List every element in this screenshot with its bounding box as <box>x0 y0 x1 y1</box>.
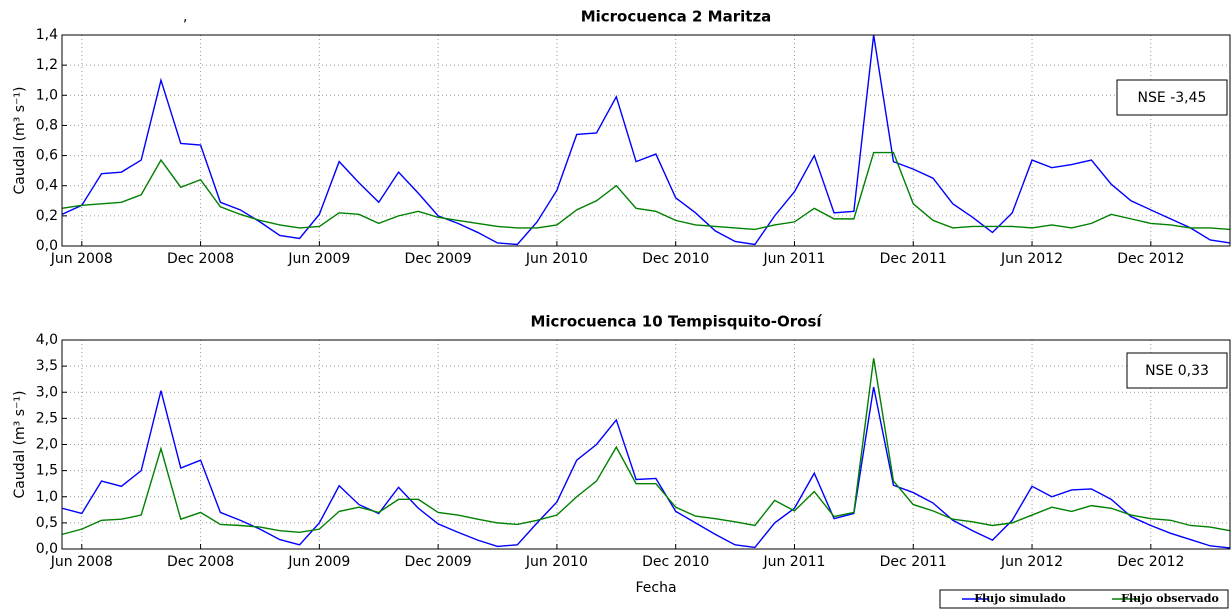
y-tick-label: 0,6 <box>36 148 58 164</box>
y-tick-label: 4,0 <box>36 332 58 348</box>
x-tick-label: Jun 2011 <box>762 554 825 570</box>
x-tick-label: Dec 2012 <box>1117 251 1184 267</box>
x-tick-label: Jun 2009 <box>287 251 350 267</box>
y-tick-label: 1,2 <box>36 57 58 73</box>
y-axis-label: Caudal (m³ s⁻¹) <box>12 391 28 499</box>
legend-label: Flujo simulado <box>974 592 1065 605</box>
y-tick-label: 0,2 <box>36 208 58 224</box>
series-line <box>61 358 1231 536</box>
y-tick-label: 0,5 <box>36 515 58 531</box>
x-tick-label: Dec 2009 <box>405 251 472 267</box>
y-tick-label: 1,5 <box>36 463 58 479</box>
plot-frame <box>61 339 1231 550</box>
x-tick-label: Jun 2009 <box>287 554 350 570</box>
y-tick-label: 0,8 <box>36 117 58 133</box>
y-tick-label: 1,0 <box>36 87 58 103</box>
x-tick-label: Dec 2008 <box>167 251 234 267</box>
y-tick-label: 1,4 <box>36 27 58 43</box>
y-tick-label: 3,5 <box>36 358 58 374</box>
y-axis-label: Caudal (m³ s⁻¹) <box>12 87 28 195</box>
x-tick-label: Dec 2009 <box>405 554 472 570</box>
y-tick-label: 0,0 <box>36 541 58 557</box>
x-tick-label: Jun 2010 <box>525 251 588 267</box>
y-tick-label: 1,0 <box>36 489 58 505</box>
y-tick-label: 3,0 <box>36 384 58 400</box>
x-tick-label: Dec 2012 <box>1117 554 1184 570</box>
y-tick-label: 2,5 <box>36 410 58 426</box>
note: , <box>183 9 187 25</box>
x-tick-label: Jun 2008 <box>50 251 113 267</box>
series-line <box>61 151 1231 231</box>
annotation: NSE -3,45 <box>1138 90 1207 106</box>
x-tick-label: Jun 2012 <box>1000 554 1063 570</box>
x-tick-label: Jun 2008 <box>50 554 113 570</box>
x-tick-label: Dec 2010 <box>642 251 709 267</box>
chart-title: Microcuenca 10 Tempisquito-Orosí <box>530 313 822 331</box>
x-tick-label: Dec 2011 <box>880 251 947 267</box>
series-line <box>61 386 1231 549</box>
legend-box <box>939 589 1229 609</box>
x-tick-label: Jun 2012 <box>1000 251 1063 267</box>
x-tick-label: Jun 2010 <box>525 554 588 570</box>
x-tick-label: Dec 2010 <box>642 554 709 570</box>
x-tick-label: Dec 2011 <box>880 554 947 570</box>
annotation: NSE 0,33 <box>1145 363 1209 379</box>
y-tick-label: 0,0 <box>36 238 58 254</box>
annotation-box <box>1116 79 1228 116</box>
y-tick-label: 0,4 <box>36 178 58 194</box>
legend-label: Flujo observado <box>1121 592 1219 605</box>
annotation-box <box>1126 352 1228 389</box>
x-tick-label: Jun 2011 <box>762 251 825 267</box>
plot-frame <box>61 34 1231 247</box>
x-axis-label: Fecha <box>635 580 676 596</box>
x-tick-label: Dec 2008 <box>167 554 234 570</box>
y-tick-label: 2,0 <box>36 437 58 453</box>
chart-title: Microcuenca 2 Maritza <box>581 8 772 26</box>
